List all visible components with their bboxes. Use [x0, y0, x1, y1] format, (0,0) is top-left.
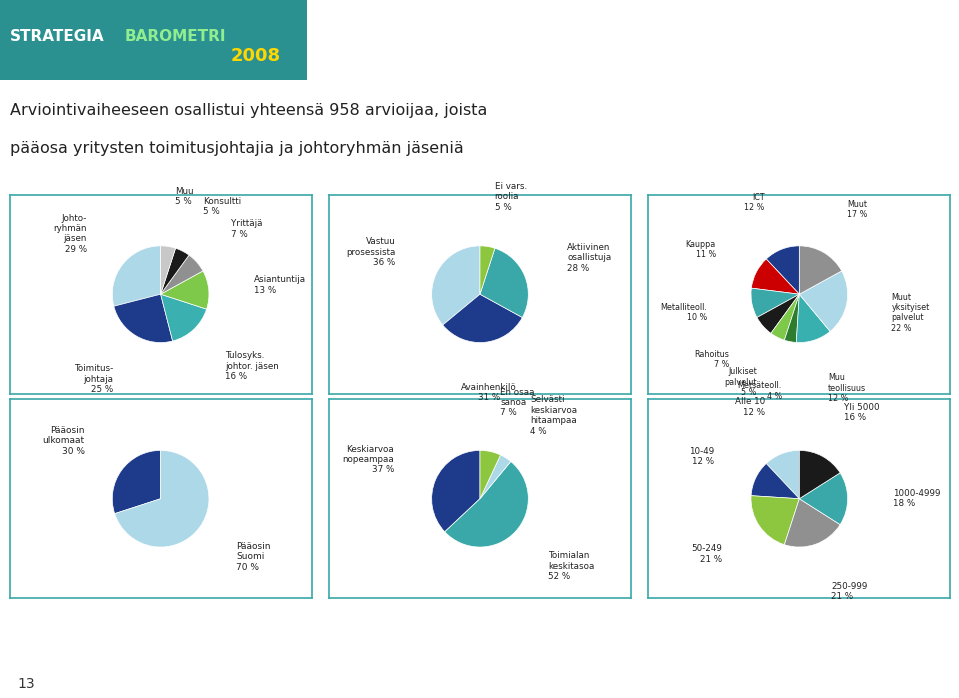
Wedge shape: [161, 271, 209, 309]
Wedge shape: [114, 295, 173, 343]
Text: 2008: 2008: [230, 47, 280, 65]
Text: Ensisijainen ammattiryhmä: Ensisijainen ammattiryhmä: [70, 173, 251, 186]
Text: Kauppa
11 %: Kauppa 11 %: [686, 239, 715, 259]
Text: STRATEGIA: STRATEGIA: [10, 29, 105, 43]
Text: Aktiivinen
osallistuja
28 %: Aktiivinen osallistuja 28 %: [567, 243, 611, 273]
Text: En osaa
sanoa
7 %: En osaa sanoa 7 %: [501, 387, 535, 417]
Wedge shape: [161, 255, 203, 295]
Text: Avainhenkilö
31 %: Avainhenkilö 31 %: [461, 383, 517, 402]
Text: Pääosin
ulkomaat
30 %: Pääosin ulkomaat 30 %: [43, 426, 84, 456]
Wedge shape: [480, 450, 501, 498]
Text: Toimiala: Toimiala: [772, 173, 827, 186]
Text: Alle 10
12 %: Alle 10 12 %: [735, 397, 765, 417]
Bar: [0, 0, 307, 80]
Text: 250-999
21 %: 250-999 21 %: [831, 582, 868, 601]
Text: Muu
5 %: Muu 5 %: [175, 187, 194, 207]
Text: Yrittäjä
7 %: Yrittäjä 7 %: [231, 219, 263, 239]
Text: ICT
12 %: ICT 12 %: [744, 193, 765, 212]
Text: Muut
yksityiset
palvelut
22 %: Muut yksityiset palvelut 22 %: [891, 292, 929, 333]
Text: Asiantuntija
13 %: Asiantuntija 13 %: [254, 275, 306, 295]
Wedge shape: [112, 246, 161, 306]
Text: Toimialan
keskitasoa
52 %: Toimialan keskitasoa 52 %: [549, 551, 595, 581]
Wedge shape: [800, 450, 840, 498]
Text: Keskiarvoa
nopeampaa
37 %: Keskiarvoa nopeampaa 37 %: [342, 445, 394, 475]
Wedge shape: [800, 271, 848, 332]
Text: 1000-4999
18 %: 1000-4999 18 %: [893, 489, 941, 508]
Text: Vastuu
prosessista
36 %: Vastuu prosessista 36 %: [346, 237, 395, 267]
Wedge shape: [480, 455, 511, 498]
Text: Rahoitus
7 %: Rahoitus 7 %: [694, 350, 729, 369]
Text: Muu
teollisuus
12 %: Muu teollisuus 12 %: [829, 373, 866, 403]
Wedge shape: [751, 259, 800, 295]
Wedge shape: [751, 496, 800, 544]
Wedge shape: [432, 450, 480, 532]
Text: Arviointivaiheeseen osallistui yhteensä 958 arvioijaa, joista: Arviointivaiheeseen osallistui yhteensä …: [10, 103, 487, 118]
Wedge shape: [784, 498, 840, 547]
Wedge shape: [112, 450, 161, 514]
Text: Selvästi
keskiarvoa
hitaampaa
4 %: Selvästi keskiarvoa hitaampaa 4 %: [530, 395, 577, 436]
Wedge shape: [161, 295, 206, 341]
Wedge shape: [766, 450, 800, 498]
Text: 13: 13: [17, 677, 35, 691]
Wedge shape: [161, 248, 189, 295]
Wedge shape: [751, 288, 800, 318]
Text: 50-249
21 %: 50-249 21 %: [691, 544, 722, 564]
Wedge shape: [445, 461, 528, 547]
Text: Organisaation toiminta-alue: Organisaation toiminta-alue: [67, 378, 254, 390]
Wedge shape: [161, 246, 175, 295]
Text: Ei vars.
roolia
5 %: Ei vars. roolia 5 %: [495, 182, 526, 211]
Text: Liikevaihdon kasvu: Liikevaihdon kasvu: [417, 378, 543, 390]
Wedge shape: [443, 295, 523, 343]
Text: Johto-
ryhmän
jäsen
29 %: Johto- ryhmän jäsen 29 %: [53, 214, 86, 254]
Text: Tulosyks.
johtor. jäsen
16 %: Tulosyks. johtor. jäsen 16 %: [224, 351, 278, 381]
Text: Metalliteoll.
10 %: Metalliteoll. 10 %: [661, 303, 708, 322]
Text: Julkiset
palvelut
5 %: Julkiset palvelut 5 %: [724, 367, 757, 397]
Wedge shape: [784, 295, 800, 343]
Wedge shape: [766, 246, 800, 295]
Text: pääosa yritysten toimitusjohtajia ja johtoryhmän jäseniä: pääosa yritysten toimitusjohtajia ja joh…: [10, 141, 463, 156]
Text: Toimitus-
johtaja
25 %: Toimitus- johtaja 25 %: [74, 364, 113, 394]
Text: Metsäteoll.
4 %: Metsäteoll. 4 %: [737, 381, 782, 401]
Text: Konsultti
5 %: Konsultti 5 %: [203, 197, 242, 216]
Wedge shape: [800, 246, 842, 295]
Wedge shape: [432, 246, 480, 325]
Text: BAROMETRI: BAROMETRI: [125, 29, 226, 43]
Wedge shape: [480, 246, 495, 295]
Text: Executive Mind: Executive Mind: [700, 31, 854, 49]
Wedge shape: [480, 248, 528, 318]
Text: Muut
17 %: Muut 17 %: [847, 200, 867, 219]
Text: Pääosin
Suomi
70 %: Pääosin Suomi 70 %: [237, 542, 270, 572]
Text: 10-49
12 %: 10-49 12 %: [690, 447, 714, 466]
Wedge shape: [771, 295, 800, 340]
Text: Organisaation koko: Organisaation koko: [736, 378, 863, 390]
Text: Yli 5000
16 %: Yli 5000 16 %: [845, 403, 880, 422]
Wedge shape: [800, 473, 848, 525]
Wedge shape: [751, 463, 800, 498]
Wedge shape: [796, 295, 830, 343]
Wedge shape: [757, 295, 800, 334]
Wedge shape: [115, 450, 209, 547]
Text: Rooli strategisessa suunnittelussa: Rooli strategisessa suunnittelussa: [365, 173, 595, 186]
